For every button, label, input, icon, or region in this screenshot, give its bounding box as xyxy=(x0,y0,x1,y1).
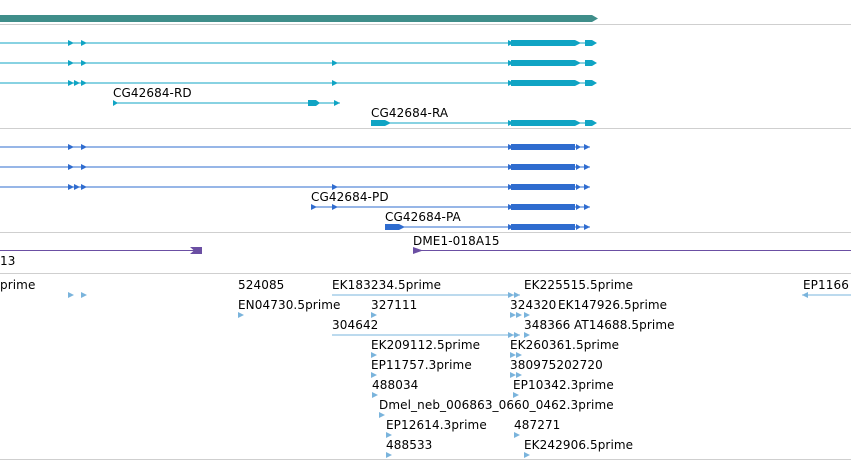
protein-track xyxy=(0,144,590,230)
est-row[interactable] xyxy=(332,292,520,298)
track-separator xyxy=(0,128,851,129)
est-label[interactable]: 327111 xyxy=(371,298,418,312)
protein-row-pd[interactable] xyxy=(311,204,590,210)
est-glyph[interactable] xyxy=(386,452,392,458)
est-label[interactable]: 324320 xyxy=(510,298,557,312)
clone-row-dme1[interactable] xyxy=(413,247,851,254)
gene-bar-end xyxy=(592,15,598,22)
est-label[interactable]: EK147926.5prime xyxy=(558,298,668,312)
est-label[interactable]: EK183234.5prime xyxy=(332,278,442,292)
est-label[interactable]: EK209112.5prime xyxy=(371,338,481,352)
est-glyph[interactable] xyxy=(524,312,530,318)
est-label[interactable]: 348366 xyxy=(524,318,571,332)
protein-row[interactable] xyxy=(0,184,590,190)
transcript-row[interactable] xyxy=(0,80,597,86)
est-label[interactable]: 488533 xyxy=(386,438,433,452)
gene-bar[interactable] xyxy=(0,15,592,22)
clone-label[interactable]: 13 xyxy=(0,254,16,268)
est-track xyxy=(68,292,851,458)
est-glyph[interactable] xyxy=(510,352,516,358)
est-glyph[interactable] xyxy=(516,372,522,378)
est-glyph[interactable] xyxy=(371,312,377,318)
est-glyph[interactable] xyxy=(516,352,522,358)
transcript-label[interactable]: CG42684-RA xyxy=(371,106,449,120)
est-glyph[interactable] xyxy=(371,372,377,378)
est-glyph[interactable] xyxy=(386,432,392,438)
est-label[interactable]: EP1166 xyxy=(803,278,849,292)
est-label[interactable]: EK242906.5prime xyxy=(524,438,634,452)
est-glyph[interactable] xyxy=(510,312,516,318)
est-label[interactable]: prime xyxy=(0,278,36,292)
track-separator xyxy=(0,273,851,274)
est-glyph[interactable] xyxy=(524,452,530,458)
est-row[interactable] xyxy=(802,292,851,298)
est-label[interactable]: AT14688.5prime xyxy=(574,318,675,332)
transcript-track xyxy=(0,40,597,126)
est-label[interactable]: 524085 xyxy=(238,278,285,292)
track-separator xyxy=(0,232,851,233)
protein-label[interactable]: CG42684-PA xyxy=(385,210,461,224)
clone-row[interactable] xyxy=(0,247,202,254)
est-label[interactable]: 304642 xyxy=(332,318,379,332)
clone-track xyxy=(0,247,851,254)
est-label[interactable]: EP12614.3prime xyxy=(386,418,487,432)
track-separator xyxy=(0,24,851,25)
transcript-label[interactable]: CG42684-RD xyxy=(113,86,192,100)
est-label[interactable]: 487271 xyxy=(514,418,561,432)
est-glyph[interactable] xyxy=(516,312,522,318)
est-glyph[interactable] xyxy=(524,332,530,338)
transcript-row-ra[interactable] xyxy=(371,120,597,126)
est-glyph[interactable] xyxy=(372,392,378,398)
est-label[interactable]: EP11757.3prime xyxy=(371,358,472,372)
est-glyph[interactable] xyxy=(371,352,377,358)
est-glyph[interactable] xyxy=(238,312,244,318)
est-label[interactable]: 380975202720 xyxy=(510,358,603,372)
protein-row[interactable] xyxy=(0,144,590,150)
est-label[interactable]: Dmel_neb_006863_0660_0462.3prime xyxy=(379,398,614,412)
est-label[interactable]: 488034 xyxy=(372,378,419,392)
gene-model-track xyxy=(0,15,598,22)
est-glyph[interactable] xyxy=(513,392,519,398)
est-glyph[interactable] xyxy=(510,372,516,378)
transcript-row[interactable] xyxy=(0,60,597,66)
protein-row-pa[interactable] xyxy=(385,224,590,230)
est-glyph[interactable] xyxy=(514,432,520,438)
est-label[interactable]: EK260361.5prime xyxy=(510,338,620,352)
est-glyph[interactable] xyxy=(379,412,385,418)
transcript-row[interactable] xyxy=(0,40,597,46)
protein-row[interactable] xyxy=(0,164,590,170)
clone-label[interactable]: DME1-018A15 xyxy=(413,234,500,248)
est-label[interactable]: EK225515.5prime xyxy=(524,278,634,292)
est-label[interactable]: EP10342.3prime xyxy=(513,378,614,392)
est-label[interactable]: EN04730.5prime xyxy=(238,298,341,312)
est-row[interactable] xyxy=(68,292,87,298)
protein-label[interactable]: CG42684-PD xyxy=(311,190,389,204)
est-row[interactable] xyxy=(332,332,520,338)
transcript-row-rd[interactable] xyxy=(113,100,340,106)
